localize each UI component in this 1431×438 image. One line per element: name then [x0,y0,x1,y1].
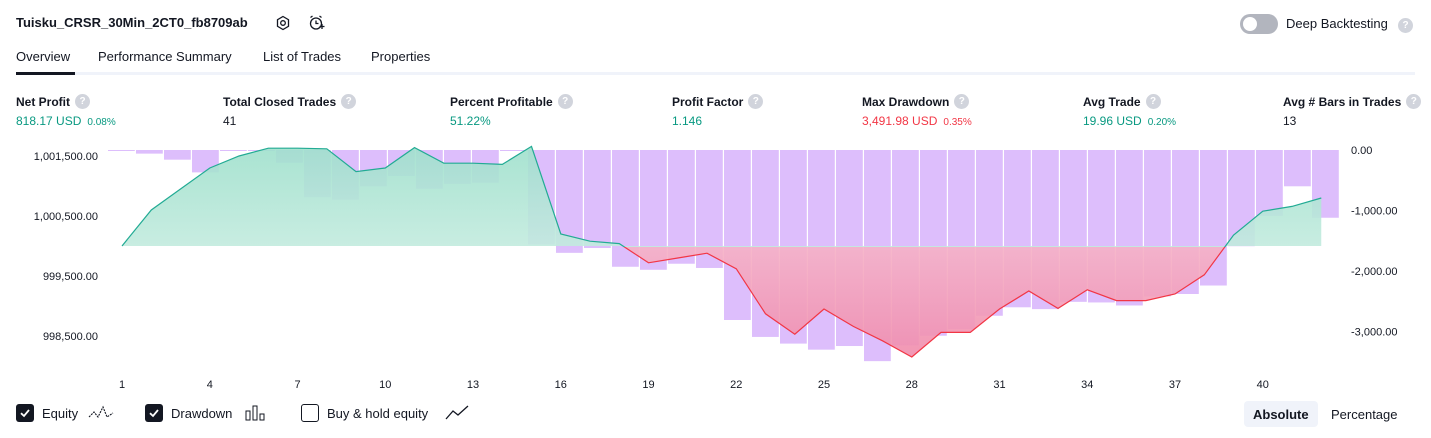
stat-percent-profitable: Percent Profitable? 51.22% [450,94,573,128]
equity-line-icon [88,404,114,427]
deep-backtesting-help-icon[interactable]: ? [1398,18,1413,33]
left-axis-tick-label: 1,000,500.00 [34,211,98,223]
buy-hold-legend-label[interactable]: Buy & hold equity [327,406,429,421]
x-axis-tick-label: 10 [379,379,391,391]
x-axis-tick-label: 22 [730,379,742,391]
stat-value: 19.96 USD [1083,114,1142,128]
buy-hold-line-icon [445,404,469,427]
stat-value: 3,491.98 USD [862,114,938,128]
help-icon[interactable]: ? [1145,94,1161,109]
drawdown-bar [1256,150,1283,216]
equity-area-below-baseline [624,247,1225,357]
right-axis-tick-label: 0.00 [1351,145,1372,157]
left-axis-tick-label: 1,001,500.00 [34,151,98,163]
buy-hold-checkbox[interactable] [301,404,319,422]
drawdown-bar [164,150,191,160]
tab-overview[interactable]: Overview [16,49,71,64]
chart-axes: 1,001,500.00 1,000,500.00 999,500.00 998,50… [34,145,1398,391]
left-axis-tick-label: 998,500.00 [43,331,98,343]
stat-label: Percent Profitable [450,94,553,109]
stat-avg-trade: Avg Trade? 19.96 USD 0.20% [1083,94,1176,128]
deep-backtesting-toggle[interactable] [1240,14,1278,34]
x-axis-tick-label: 7 [294,379,300,391]
tab-properties[interactable]: Properties [371,49,431,64]
equity-line-profit [121,145,1322,247]
x-axis-tick-label: 13 [467,379,479,391]
right-axis-tick-label: -1,000.00 [1351,206,1397,218]
left-axis-tick-label: 999,500.00 [43,271,98,283]
drawdown-bar [1284,150,1311,187]
equity-drawdown-chart: 1,001,500.00 1,000,500.00 999,500.00 998,50… [34,145,1398,391]
help-icon[interactable]: ? [954,94,970,109]
equity-line-loss [623,247,1226,358]
percentage-mode-button[interactable]: Percentage [1331,406,1398,422]
drawdown-legend-label[interactable]: Drawdown [171,406,233,421]
stat-percent: 0.20% [1147,117,1177,128]
x-axis-tick-label: 34 [1081,379,1093,391]
x-axis-tick-label: 31 [993,379,1005,391]
settings-icon[interactable] [273,13,293,33]
drawdown-bar [724,150,751,320]
right-axis-tick-label: -2,000.00 [1351,266,1397,278]
stat-value: 13 [1283,114,1297,128]
help-icon[interactable]: ? [341,94,357,109]
stat-max-drawdown: Max Drawdown? 3,491.98 USD 0.35% [862,94,972,128]
stat-avg-bars: Avg # Bars in Trades? 13 [1283,94,1422,128]
toggle-knob [1243,17,1257,31]
x-axis-tick-label: 40 [1257,379,1269,391]
equity-area-above-baseline [122,146,1322,247]
add-alert-icon[interactable] [307,13,327,33]
drawdown-bar [136,150,163,154]
drawdown-bar [500,150,527,151]
absolute-mode-button[interactable]: Absolute [1244,401,1318,427]
help-icon[interactable]: ? [75,94,90,109]
drawdown-bar [220,150,247,151]
stat-label: Avg # Bars in Trades [1283,94,1402,109]
strategy-title: Tuisku_CRSR_30Min_2CT0_fb8709ab [16,15,248,30]
stat-label: Total Closed Trades [223,94,337,109]
drawdown-checkbox[interactable] [145,404,163,422]
x-axis-tick-label: 25 [818,379,830,391]
stat-percent: 0.35% [943,117,972,128]
x-axis-tick-label: 1 [119,379,125,391]
stat-value: 51.22% [450,114,491,128]
stat-value: 818.17 USD [16,114,82,128]
x-axis-tick-label: 28 [906,379,918,391]
x-axis-tick-label: 19 [642,379,654,391]
stat-net-profit: Net Profit? 818.17 USD 0.08% [16,94,116,128]
help-icon[interactable]: ? [1406,94,1422,109]
help-icon[interactable]: ? [557,94,573,109]
stat-label: Avg Trade [1083,94,1141,109]
deep-backtesting-label: Deep Backtesting [1286,16,1388,31]
stat-value: 1.146 [672,114,703,128]
stat-label: Net Profit [16,94,70,109]
stat-label: Max Drawdown [862,94,950,109]
right-axis-tick-label: -3,000.00 [1351,327,1397,339]
drawdown-bars-icon [245,405,267,426]
x-axis-tick-label: 4 [207,379,213,391]
x-axis-tick-label: 37 [1169,379,1181,391]
tabs-divider [16,72,1415,75]
drawdown-bar [584,150,611,249]
tab-list-of-trades[interactable]: List of Trades [263,49,342,64]
stat-percent: 0.08% [87,117,116,128]
stat-value: 41 [223,114,237,128]
help-icon[interactable]: ? [748,94,764,109]
stat-total-closed-trades: Total Closed Trades? 41 [223,94,357,128]
equity-area-positive [122,146,1322,247]
drawdown-bar [108,150,135,151]
stat-label: Profit Factor [672,94,744,109]
drawdown-bar [668,150,695,264]
tab-performance-summary[interactable]: Performance Summary [98,49,232,64]
active-tab-indicator [16,72,75,75]
equity-legend-label[interactable]: Equity [42,406,79,421]
stat-profit-factor: Profit Factor? 1.146 [672,94,764,128]
equity-checkbox[interactable] [16,404,34,422]
x-axis-tick-label: 16 [555,379,567,391]
equity-area-negative [624,247,1225,357]
